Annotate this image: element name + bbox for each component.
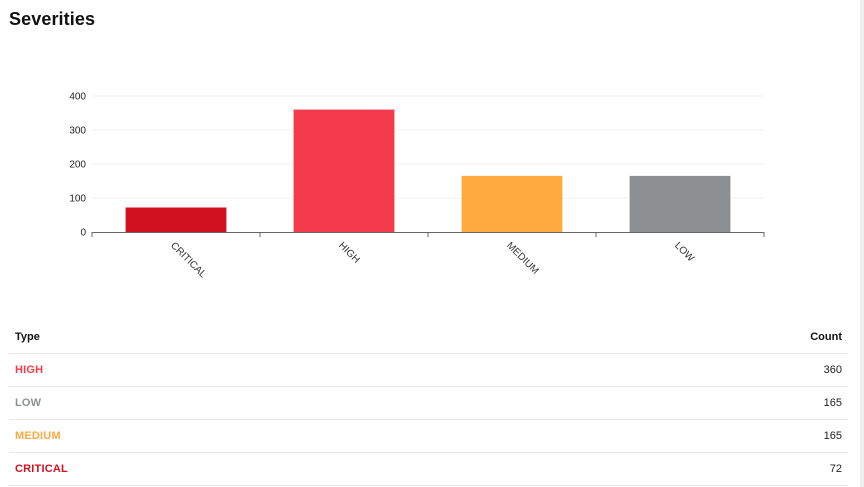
bar-medium[interactable] bbox=[461, 175, 563, 232]
y-tick-label: 200 bbox=[69, 160, 86, 171]
y-tick-label: 400 bbox=[69, 92, 86, 103]
y-tick-label: 300 bbox=[69, 126, 86, 137]
table-row: CRITICAL 72 bbox=[9, 453, 848, 486]
bar-critical[interactable] bbox=[125, 207, 227, 232]
x-category-label: LOW bbox=[672, 240, 696, 264]
count-column-header: Count bbox=[810, 331, 842, 343]
severity-bar-chart: 0 100 200 300 400 CRITICAL HIGH MEDIUM LOW bbox=[69, 92, 765, 281]
count-cell: 72 bbox=[829, 463, 842, 475]
type-cell: HIGH bbox=[15, 364, 44, 376]
x-category-label: HIGH bbox=[336, 240, 361, 265]
table-row: HIGH 360 bbox=[9, 354, 848, 387]
y-axis-ticks: 0 100 200 300 400 bbox=[69, 92, 86, 239]
x-axis-labels: CRITICAL HIGH MEDIUM LOW bbox=[168, 240, 696, 280]
count-cell: 360 bbox=[823, 364, 842, 376]
y-tick-label: 0 bbox=[80, 228, 86, 239]
table-row: LOW 165 bbox=[9, 387, 848, 420]
x-category-label: CRITICAL bbox=[168, 240, 208, 280]
table-header: Type Count bbox=[9, 321, 848, 354]
bar-low[interactable] bbox=[629, 175, 731, 232]
scroll-edge bbox=[860, 0, 864, 487]
type-cell: MEDIUM bbox=[15, 430, 61, 442]
x-axis bbox=[91, 232, 765, 237]
table-row: MEDIUM 165 bbox=[9, 420, 848, 453]
panel-title: Severities bbox=[9, 9, 96, 29]
count-cell: 165 bbox=[823, 430, 842, 442]
y-tick-label: 100 bbox=[69, 194, 86, 205]
type-column-header: Type bbox=[15, 331, 40, 343]
count-cell: 165 bbox=[823, 397, 842, 409]
bars bbox=[125, 109, 731, 232]
type-cell: CRITICAL bbox=[15, 463, 68, 475]
type-cell: LOW bbox=[15, 397, 42, 409]
bar-high[interactable] bbox=[293, 109, 395, 232]
severity-table: Type Count HIGH 360 LOW 165 MEDIUM 165 C… bbox=[9, 321, 848, 486]
x-category-label: MEDIUM bbox=[504, 240, 540, 276]
